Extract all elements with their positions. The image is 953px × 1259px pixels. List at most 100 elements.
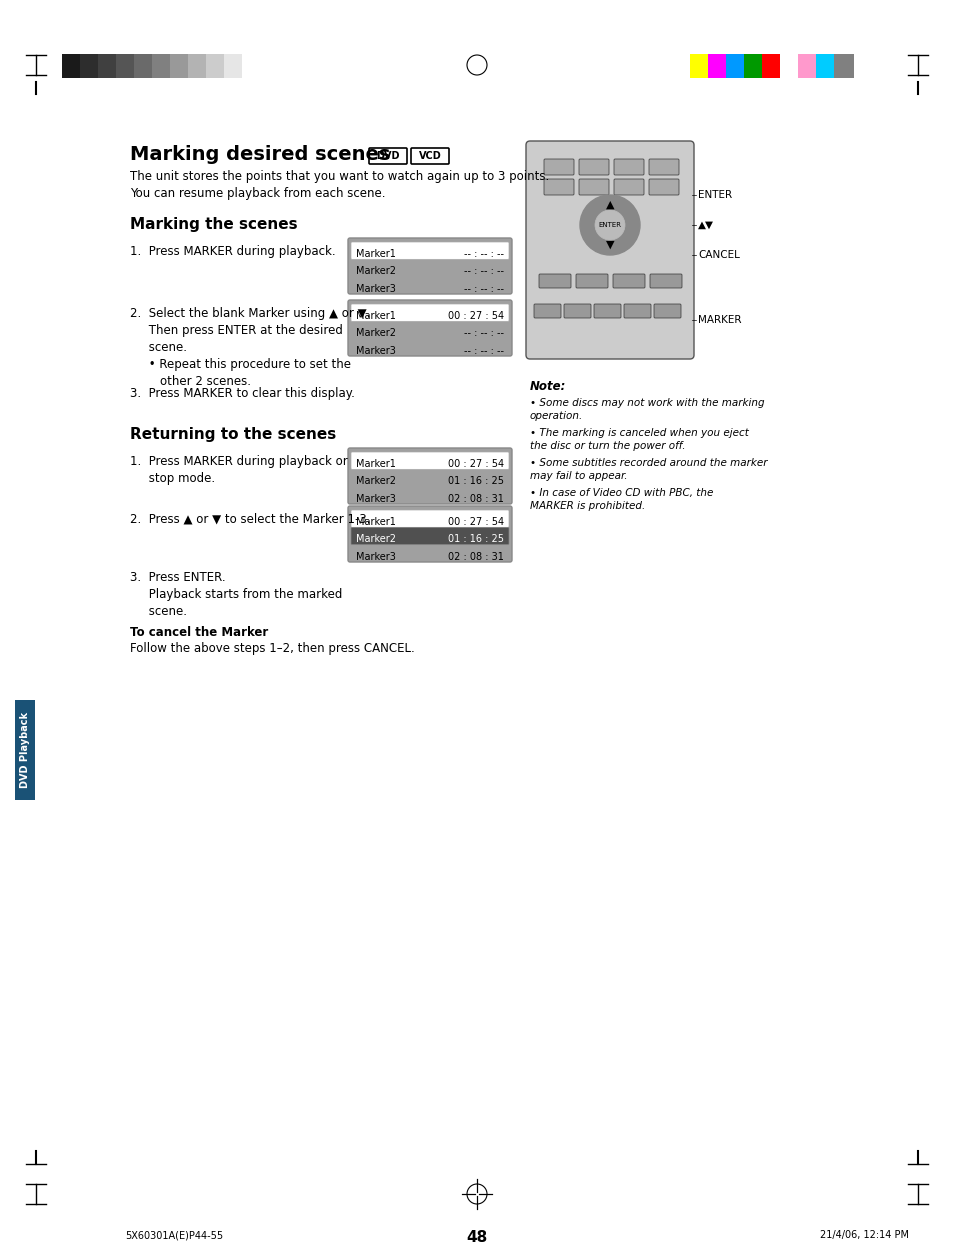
Text: 01 : 16 : 25: 01 : 16 : 25	[448, 534, 503, 544]
Text: • In case of Video CD with PBC, the
MARKER is prohibited.: • In case of Video CD with PBC, the MARK…	[530, 488, 713, 511]
Text: 1.  Press MARKER during playback.: 1. Press MARKER during playback.	[130, 246, 335, 258]
Text: MARKER: MARKER	[698, 315, 740, 325]
FancyBboxPatch shape	[614, 159, 643, 175]
Text: VCD: VCD	[418, 151, 441, 161]
FancyBboxPatch shape	[348, 238, 512, 295]
FancyBboxPatch shape	[576, 274, 607, 288]
Text: Marking the scenes: Marking the scenes	[130, 217, 297, 232]
Text: Marker2: Marker2	[355, 476, 395, 486]
Text: Marker1: Marker1	[355, 517, 395, 528]
Bar	[206, 54, 224, 78]
FancyBboxPatch shape	[623, 303, 650, 319]
Text: 3.  Press MARKER to clear this display.: 3. Press MARKER to clear this display.	[130, 387, 355, 400]
Text: 2.  Press ▲ or ▼ to select the Marker 1-3.: 2. Press ▲ or ▼ to select the Marker 1-3…	[130, 512, 370, 526]
Bar	[707, 54, 727, 78]
Text: ENTER: ENTER	[698, 190, 731, 200]
FancyBboxPatch shape	[648, 179, 679, 195]
Bar	[80, 54, 98, 78]
FancyBboxPatch shape	[534, 303, 560, 319]
Bar	[815, 54, 835, 78]
FancyBboxPatch shape	[543, 179, 574, 195]
Text: ▼: ▼	[605, 240, 614, 251]
Text: 02 : 08 : 31: 02 : 08 : 31	[448, 494, 503, 504]
FancyBboxPatch shape	[369, 149, 407, 164]
Text: Marker2: Marker2	[355, 267, 395, 276]
Text: 5X60301A(E)P44-55: 5X60301A(E)P44-55	[125, 1230, 223, 1240]
Bar	[224, 54, 242, 78]
Text: Marker1: Marker1	[355, 249, 395, 259]
Text: CANCEL: CANCEL	[698, 251, 740, 261]
Text: To cancel the Marker: To cancel the Marker	[130, 626, 268, 640]
FancyBboxPatch shape	[563, 303, 590, 319]
FancyBboxPatch shape	[538, 274, 571, 288]
Text: 01 : 16 : 25: 01 : 16 : 25	[448, 476, 503, 486]
Text: Marker3: Marker3	[355, 283, 395, 293]
Text: ▲: ▲	[605, 200, 614, 210]
Text: Marker1: Marker1	[355, 311, 395, 321]
Bar	[98, 54, 116, 78]
Circle shape	[595, 210, 624, 240]
FancyBboxPatch shape	[654, 303, 680, 319]
FancyBboxPatch shape	[351, 303, 509, 321]
Text: • The marking is canceled when you eject
the disc or turn the power off.: • The marking is canceled when you eject…	[530, 428, 748, 451]
Bar	[689, 54, 709, 78]
Bar	[797, 54, 817, 78]
Text: Marker3: Marker3	[355, 346, 395, 355]
Text: Marking desired scenes: Marking desired scenes	[130, 145, 390, 164]
FancyBboxPatch shape	[594, 303, 620, 319]
Circle shape	[579, 195, 639, 256]
Text: 00 : 27 : 54: 00 : 27 : 54	[447, 311, 503, 321]
Text: Note:: Note:	[530, 380, 566, 393]
Text: -- : -- : --: -- : -- : --	[463, 267, 503, 276]
FancyBboxPatch shape	[543, 159, 574, 175]
Text: -- : -- : --: -- : -- : --	[463, 249, 503, 259]
Text: -- : -- : --: -- : -- : --	[463, 283, 503, 293]
Text: • Some discs may not work with the marking
operation.: • Some discs may not work with the marki…	[530, 398, 763, 422]
FancyBboxPatch shape	[613, 274, 644, 288]
FancyBboxPatch shape	[351, 510, 509, 528]
FancyBboxPatch shape	[348, 448, 512, 504]
FancyBboxPatch shape	[411, 149, 449, 164]
FancyBboxPatch shape	[525, 141, 693, 359]
Text: 3.  Press ENTER.
     Playback starts from the marked
     scene.: 3. Press ENTER. Playback starts from the…	[130, 572, 342, 618]
Text: Marker3: Marker3	[355, 494, 395, 504]
Text: The unit stores the points that you want to watch again up to 3 points.
You can : The unit stores the points that you want…	[130, 170, 549, 200]
Bar	[242, 54, 260, 78]
Text: Marker2: Marker2	[355, 534, 395, 544]
Bar	[780, 54, 800, 78]
Bar	[133, 54, 152, 78]
Text: ENTER: ENTER	[598, 222, 620, 228]
Bar	[62, 54, 80, 78]
Text: Returning to the scenes: Returning to the scenes	[130, 427, 335, 442]
Text: Marker3: Marker3	[355, 551, 395, 562]
Text: 02 : 08 : 31: 02 : 08 : 31	[448, 551, 503, 562]
Text: DVD: DVD	[375, 151, 399, 161]
Text: • Some subtitles recorded around the marker
may fail to appear.: • Some subtitles recorded around the mar…	[530, 458, 767, 481]
Bar	[188, 54, 206, 78]
Bar	[833, 54, 853, 78]
Text: -- : -- : --: -- : -- : --	[463, 346, 503, 355]
FancyBboxPatch shape	[351, 528, 509, 545]
Bar	[743, 54, 763, 78]
Text: Follow the above steps 1–2, then press CANCEL.: Follow the above steps 1–2, then press C…	[130, 642, 415, 655]
Text: Marker2: Marker2	[355, 329, 395, 339]
Text: DVD Playback: DVD Playback	[20, 711, 30, 788]
Bar	[152, 54, 170, 78]
Text: Marker1: Marker1	[355, 460, 395, 470]
Bar	[761, 54, 781, 78]
FancyBboxPatch shape	[348, 300, 512, 356]
Bar	[725, 54, 745, 78]
FancyBboxPatch shape	[351, 452, 509, 470]
Bar	[170, 54, 188, 78]
Text: 00 : 27 : 54: 00 : 27 : 54	[447, 460, 503, 470]
FancyBboxPatch shape	[351, 242, 509, 259]
Text: 48: 48	[466, 1230, 487, 1245]
Bar	[116, 54, 133, 78]
Text: 21/4/06, 12:14 PM: 21/4/06, 12:14 PM	[820, 1230, 908, 1240]
Text: -- : -- : --: -- : -- : --	[463, 329, 503, 339]
Text: ▲▼: ▲▼	[698, 220, 713, 230]
Text: 2.  Select the blank Marker using ▲ or ▼.
     Then press ENTER at the desired
 : 2. Select the blank Marker using ▲ or ▼.…	[130, 307, 370, 388]
FancyBboxPatch shape	[614, 179, 643, 195]
Text: 1.  Press MARKER during playback or
     stop mode.: 1. Press MARKER during playback or stop …	[130, 454, 348, 485]
FancyBboxPatch shape	[578, 159, 608, 175]
